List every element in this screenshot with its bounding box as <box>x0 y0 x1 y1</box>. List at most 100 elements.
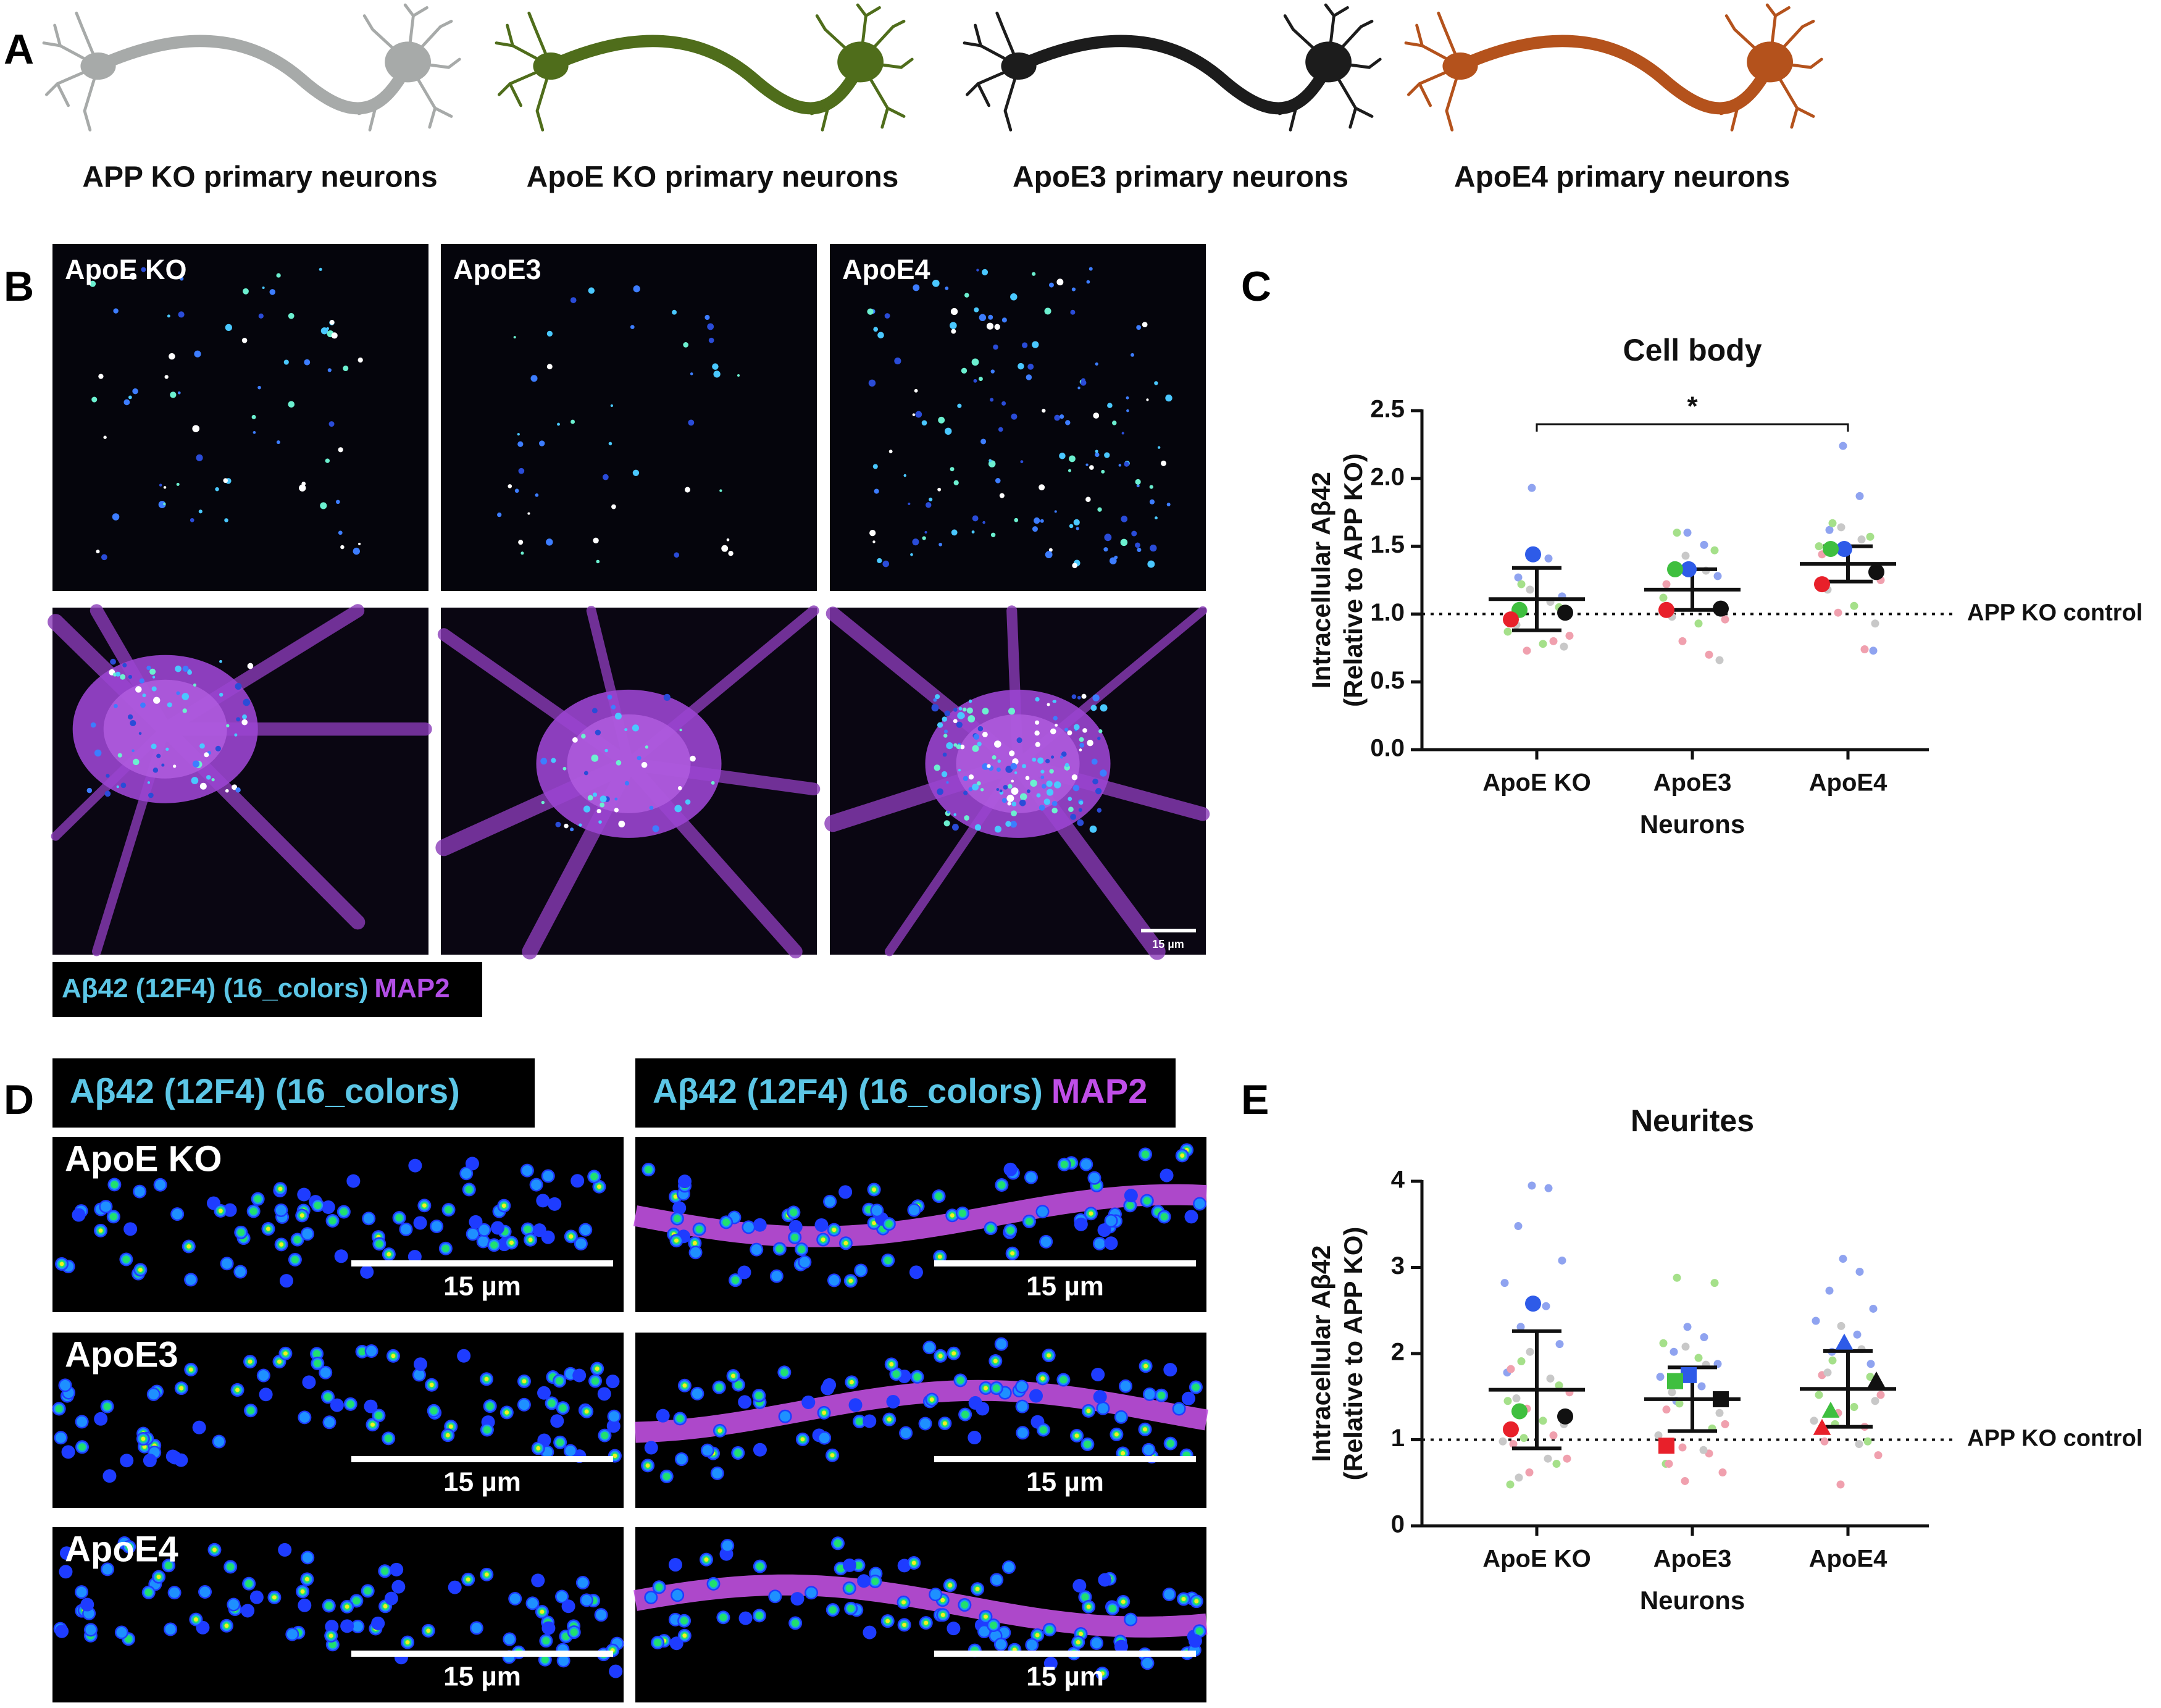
puncta <box>624 781 630 786</box>
puncta <box>517 441 524 447</box>
puncta <box>792 1619 800 1627</box>
puncta <box>314 1201 322 1209</box>
puncta <box>1142 322 1148 327</box>
puncta <box>405 1640 410 1645</box>
puncta <box>537 1386 551 1400</box>
puncta <box>869 530 876 537</box>
puncta <box>920 1418 931 1430</box>
puncta <box>570 297 577 303</box>
header-box <box>635 1058 1176 1128</box>
puncta <box>838 1185 853 1199</box>
puncta <box>583 771 588 776</box>
puncta <box>1068 469 1071 472</box>
puncta <box>1131 353 1135 357</box>
puncta <box>964 293 969 298</box>
puncta <box>922 536 926 540</box>
puncta <box>556 1591 567 1602</box>
puncta <box>441 1244 449 1252</box>
puncta <box>562 766 567 771</box>
replicate-point <box>1525 1468 1534 1477</box>
scale-bar-label: 15 µm <box>1152 938 1184 950</box>
replicate-point <box>1526 585 1534 594</box>
puncta <box>153 697 161 704</box>
puncta <box>908 1205 919 1216</box>
puncta <box>219 659 222 663</box>
puncta <box>300 1589 305 1594</box>
puncta <box>1089 825 1097 833</box>
neuron-illustration <box>495 3 914 132</box>
y-tick-label: 1.0 <box>1370 599 1405 626</box>
puncta <box>1025 776 1030 781</box>
replicate-point <box>1713 572 1722 580</box>
puncta <box>408 1250 422 1264</box>
puncta <box>600 802 605 808</box>
puncta <box>90 722 96 728</box>
puncta <box>1070 309 1076 315</box>
puncta <box>799 1257 810 1268</box>
replicate-point <box>1675 1399 1684 1408</box>
puncta <box>138 1267 143 1272</box>
puncta <box>943 820 950 827</box>
puncta <box>935 1192 943 1200</box>
puncta <box>948 1583 953 1588</box>
puncta <box>257 385 261 390</box>
replicate-point <box>1555 1381 1563 1390</box>
puncta <box>1039 484 1045 491</box>
puncta <box>649 805 654 810</box>
puncta <box>722 1218 730 1226</box>
puncta <box>400 1224 411 1235</box>
puncta <box>892 1370 900 1378</box>
puncta <box>942 752 947 757</box>
puncta <box>602 474 609 480</box>
puncta <box>571 1174 585 1188</box>
puncta <box>707 323 714 330</box>
puncta <box>611 504 616 509</box>
puncta <box>1097 737 1101 740</box>
puncta <box>849 1379 854 1384</box>
puncta <box>1035 720 1040 725</box>
puncta <box>1067 730 1072 735</box>
puncta <box>942 1421 947 1426</box>
dendrite <box>1354 106 1374 118</box>
puncta <box>806 1587 817 1598</box>
puncta <box>632 724 640 732</box>
puncta <box>848 1398 863 1412</box>
puncta <box>530 375 538 382</box>
puncta <box>1026 374 1032 380</box>
puncta <box>76 1586 87 1597</box>
puncta <box>548 1197 562 1211</box>
puncta <box>788 1220 803 1234</box>
replicate-point <box>1517 1357 1526 1366</box>
puncta <box>769 1591 780 1602</box>
image-label: ApoE KO <box>65 254 187 285</box>
dendrite <box>75 11 100 68</box>
puncta <box>598 820 602 824</box>
puncta <box>320 327 328 335</box>
puncta <box>283 1351 288 1356</box>
puncta <box>191 777 199 784</box>
puncta <box>234 733 238 737</box>
puncta <box>1090 705 1097 711</box>
puncta <box>188 669 191 672</box>
puncta <box>1077 387 1080 390</box>
puncta <box>1009 750 1015 756</box>
puncta <box>601 1431 609 1439</box>
row-label: ApoE4 <box>65 1529 178 1569</box>
puncta <box>426 1628 431 1633</box>
puncta <box>188 1367 193 1372</box>
puncta <box>690 372 693 375</box>
puncta <box>872 1221 877 1226</box>
puncta <box>1019 799 1026 806</box>
puncta <box>938 416 945 424</box>
replicate-point <box>1871 619 1879 628</box>
puncta <box>980 438 987 445</box>
dendrite <box>527 11 553 68</box>
puncta <box>570 827 574 832</box>
puncta <box>541 1230 555 1244</box>
legend: Aβ42 (12F4) (16_colors) MAP2 <box>62 973 450 1003</box>
puncta <box>258 1370 269 1381</box>
puncta <box>1007 802 1011 806</box>
puncta <box>479 1224 490 1236</box>
map2-neurite <box>633 1184 1207 1247</box>
